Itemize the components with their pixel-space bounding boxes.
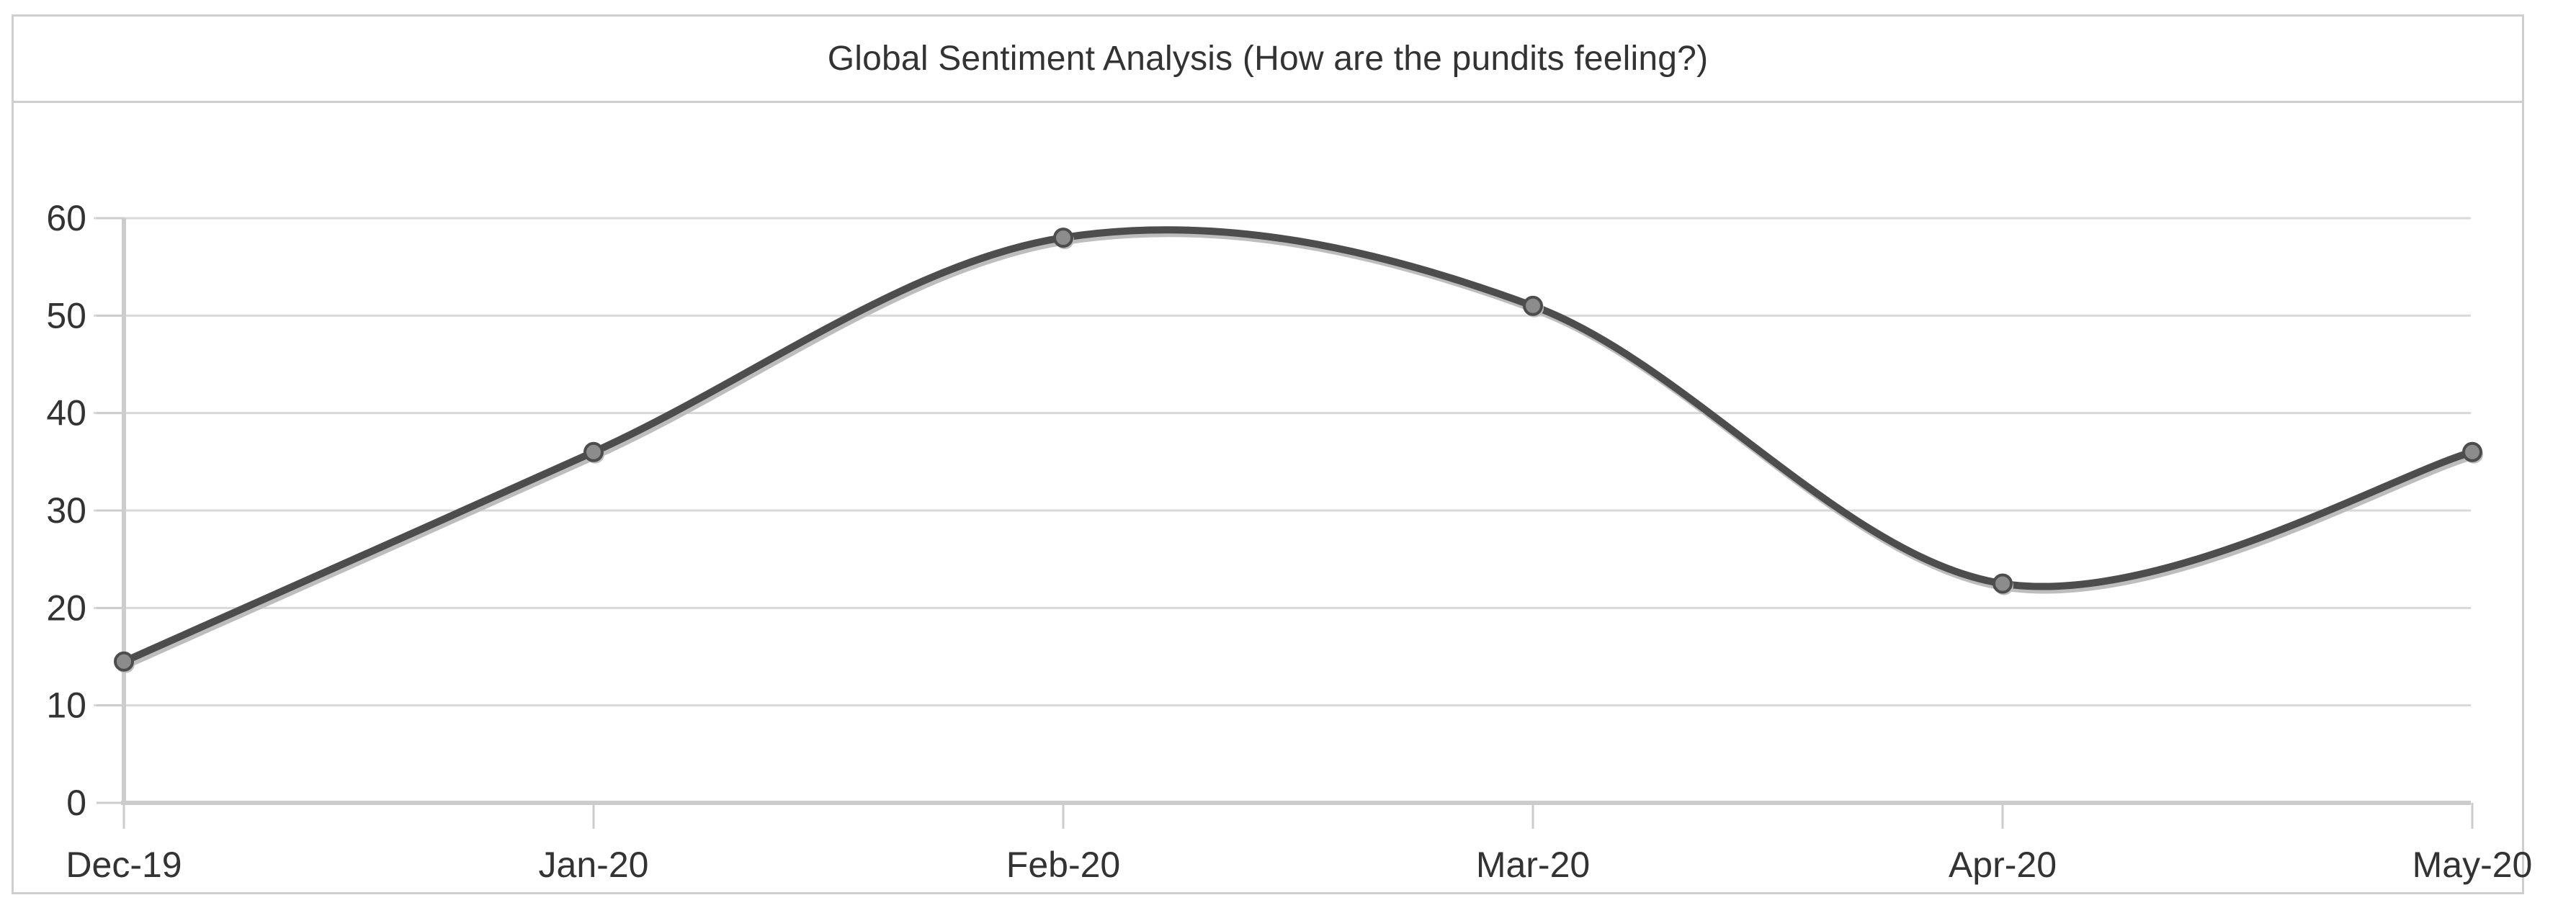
x-tick-label: Jan-20 [539,845,649,885]
x-tick-label: Apr-20 [1949,845,2057,885]
data-point-Apr-20 [1993,573,2013,594]
data-points [114,228,2483,673]
grid-lines [94,217,2471,707]
chart-panel: Global Sentiment Analysis (How are the p… [12,14,2524,894]
y-tick-label: 40 [46,393,86,433]
data-point-May-20 [2462,441,2482,462]
tick-labels: 0 10 20 30 40 50 60 Dec-19 Jan-20 Feb-20 Mar-20 Apr… [46,198,2532,885]
data-point-Jan-20 [583,441,604,462]
y-tick-label: 30 [46,490,86,531]
data-point-Feb-20 [1053,228,1073,248]
y-tick-label: 60 [46,198,86,238]
y-tick-label: 50 [46,295,86,336]
x-tick-label: Feb-20 [1006,845,1120,885]
chart-title: Global Sentiment Analysis (How are the p… [827,40,1709,78]
series [120,226,2478,669]
data-point-Mar-20 [1523,295,1543,316]
x-tick-label: May-20 [2412,845,2533,885]
series-line [120,226,2476,665]
x-tick-label: Mar-20 [1476,845,1590,885]
chart-header: Global Sentiment Analysis (How are the p… [14,17,2522,103]
y-tick-label: 20 [46,588,86,628]
y-tick-label: 10 [46,685,86,726]
x-tick-label: Dec-19 [66,845,182,885]
axes [97,217,2474,829]
series-line-shadow [122,230,2478,669]
y-tick-label: 0 [66,783,86,823]
data-point-Dec-19 [114,651,134,672]
